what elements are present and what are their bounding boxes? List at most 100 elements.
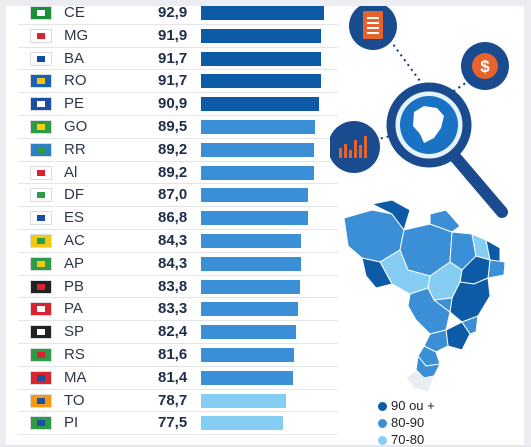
bar xyxy=(201,370,294,385)
legend-swatch xyxy=(378,402,387,412)
state-flag-icon xyxy=(30,97,52,112)
state-flag-icon xyxy=(30,279,52,294)
bar xyxy=(201,325,297,340)
bar xyxy=(201,142,315,157)
value-label: 92,9 xyxy=(158,4,188,21)
dollar-icon: $ xyxy=(461,42,509,90)
value-label: 84,3 xyxy=(158,232,188,249)
row-divider xyxy=(18,137,338,139)
bar xyxy=(201,256,302,271)
bar xyxy=(201,120,315,134)
row-divider xyxy=(18,69,338,71)
magnifier-icon xyxy=(386,82,508,218)
bar-chart-icon xyxy=(330,121,380,173)
category-label: RO xyxy=(64,72,87,90)
legend-item: 70-80 xyxy=(378,432,424,447)
value-label: 87,0 xyxy=(158,186,188,204)
row-divider xyxy=(18,46,338,48)
state-flag-icon xyxy=(30,325,52,340)
bar xyxy=(201,28,322,43)
category-label: GO xyxy=(64,118,88,135)
state-flag-icon xyxy=(30,234,52,248)
legend-item: 80-90 xyxy=(378,415,424,430)
bar xyxy=(201,97,319,112)
category-label: RR xyxy=(64,140,86,158)
row-divider xyxy=(18,274,338,276)
row-divider xyxy=(18,434,338,436)
row-divider xyxy=(18,411,338,413)
category-label: PA xyxy=(64,300,83,318)
category-label: PE xyxy=(64,95,85,113)
row-divider xyxy=(18,23,338,25)
category-label: BA xyxy=(64,49,85,67)
row-divider xyxy=(18,320,338,322)
category-label: RS xyxy=(64,346,85,363)
bar xyxy=(201,211,308,226)
row-divider xyxy=(18,388,338,390)
category-label: PI xyxy=(64,414,79,432)
state-flag-icon xyxy=(30,74,52,89)
state-flag-icon xyxy=(30,6,52,20)
category-label: CE xyxy=(64,4,85,21)
bar xyxy=(201,279,300,294)
value-label: 82,4 xyxy=(158,323,188,341)
state-flag-icon xyxy=(30,51,52,66)
row-divider xyxy=(18,183,338,185)
value-label: 90,9 xyxy=(158,95,188,113)
state-flag-icon xyxy=(30,211,52,226)
bar xyxy=(201,416,283,431)
value-label: 83,8 xyxy=(158,277,188,295)
state-flag-icon xyxy=(30,416,52,431)
state-flag-icon xyxy=(30,348,52,362)
illustration: $ xyxy=(330,2,509,393)
value-label: 78,7 xyxy=(158,391,188,409)
state-flag-icon xyxy=(30,120,52,134)
legend-swatch xyxy=(378,436,387,446)
state-flag-icon xyxy=(30,256,52,271)
category-label: TO xyxy=(64,391,85,409)
bar xyxy=(201,188,309,203)
bar xyxy=(201,393,287,408)
value-label: 89,5 xyxy=(158,118,188,135)
category-label: SP xyxy=(64,323,85,341)
legend-label: 70-80 xyxy=(391,432,425,447)
legend-label: 90 ou + xyxy=(391,398,435,413)
state-flag-icon xyxy=(30,165,52,180)
value-label: 91,7 xyxy=(158,49,188,67)
brazil-map xyxy=(343,199,506,393)
row-divider xyxy=(18,297,338,299)
legend-label: 80-90 xyxy=(391,415,425,430)
legend-item: 90 ou + xyxy=(378,398,435,413)
state-flag-icon xyxy=(30,393,52,408)
bar xyxy=(201,234,302,248)
category-label: PB xyxy=(64,277,85,295)
value-label: 81,6 xyxy=(158,346,188,363)
row-divider xyxy=(18,343,338,344)
value-label: 91,9 xyxy=(158,26,188,44)
row-divider xyxy=(18,92,338,94)
category-label: AC xyxy=(64,232,85,249)
value-label: 89,2 xyxy=(158,140,188,158)
state-flag-icon xyxy=(30,188,52,203)
value-label: 77,5 xyxy=(158,414,188,432)
value-label: 84,3 xyxy=(158,254,188,272)
state-flag-icon xyxy=(30,28,52,43)
category-label: AP xyxy=(64,254,85,272)
svg-text:$: $ xyxy=(480,57,490,76)
row-divider xyxy=(18,206,338,208)
row-divider xyxy=(18,365,338,367)
value-label: 81,4 xyxy=(158,368,188,386)
bar xyxy=(201,302,299,317)
connector-line xyxy=(447,79,471,96)
row-divider xyxy=(18,160,338,162)
bar xyxy=(201,74,321,89)
category-label: ES xyxy=(64,209,85,227)
bar xyxy=(201,348,294,362)
value-label: 83,3 xyxy=(158,300,188,318)
state-flag-icon xyxy=(30,302,52,317)
category-label: Al xyxy=(64,163,78,181)
category-label: DF xyxy=(64,186,84,204)
state-flag-icon xyxy=(30,370,52,385)
category-label: MG xyxy=(64,26,89,44)
